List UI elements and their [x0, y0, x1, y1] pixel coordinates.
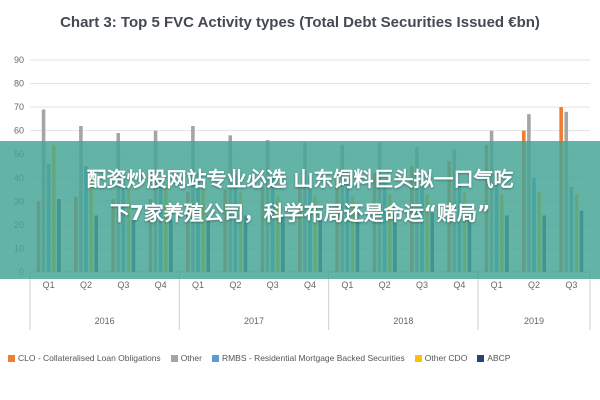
legend-label: RMBS - Residential Mortgage Backed Secur…: [221, 353, 405, 363]
chart-legend: CLO - Collateralised Loan Obligations Oth…: [8, 350, 598, 366]
x-group-label: 2018: [393, 316, 413, 326]
overlay-headline-line-1: 配资炒股网站专业必选 山东饲料巨头拟一口气吃: [86, 167, 514, 191]
overlay-headline-line-2: 下7家养殖公司，科学布局还是命运“赌局”: [109, 201, 491, 225]
y-tick-label: 60: [14, 126, 24, 136]
x-tick-label: Q3: [565, 280, 577, 290]
legend-swatch: [170, 354, 178, 362]
legend-entry: Other CDO: [414, 353, 468, 363]
y-tick-label: 90: [14, 55, 24, 65]
x-tick-label: Q2: [528, 280, 540, 290]
y-tick-label: 70: [14, 102, 24, 112]
x-group-label: 2019: [524, 316, 544, 326]
legend-entry: RMBS - Residential Mortgage Backed Secur…: [211, 353, 405, 363]
x-tick-label: Q3: [416, 280, 428, 290]
legend-swatch: [8, 354, 15, 362]
x-tick-label: Q4: [304, 280, 316, 290]
legend-swatch: [477, 354, 485, 362]
legend-entry: Other: [170, 353, 202, 363]
x-group-label: 2017: [244, 316, 264, 326]
legend-entry: ABCP: [477, 353, 510, 363]
x-tick-label: Q1: [341, 280, 353, 290]
x-tick-label: Q3: [117, 280, 129, 290]
x-tick-label: Q1: [491, 280, 503, 290]
legend-swatch: [414, 354, 422, 362]
legend-label: Other CDO: [424, 353, 468, 363]
legend-label: Other: [180, 353, 202, 363]
x-group-label: 2016: [95, 316, 115, 326]
overlay-headline[interactable]: 配资炒股网站专业必选 山东饲料巨头拟一口气吃 下7家养殖公司，科学布局还是命运“…: [10, 162, 590, 230]
legend-label: ABCP: [487, 353, 511, 363]
x-tick-label: Q1: [192, 280, 204, 290]
x-tick-label: Q1: [43, 280, 55, 290]
legend-label: CLO - Collateralised Loan Obligations: [18, 353, 161, 363]
legend-swatch: [211, 354, 219, 362]
x-tick-label: Q4: [453, 280, 465, 290]
x-tick-label: Q2: [229, 280, 241, 290]
x-tick-label: Q3: [267, 280, 279, 290]
legend-entry: CLO - Collateralised Loan Obligations: [8, 353, 161, 363]
x-tick-label: Q2: [80, 280, 92, 290]
x-tick-label: Q2: [379, 280, 391, 290]
y-tick-label: 80: [14, 79, 24, 89]
chart-title: Chart 3: Top 5 FVC Activity types (Total…: [60, 14, 540, 31]
x-tick-label: Q4: [155, 280, 167, 290]
overlay-banner: [0, 141, 600, 279]
